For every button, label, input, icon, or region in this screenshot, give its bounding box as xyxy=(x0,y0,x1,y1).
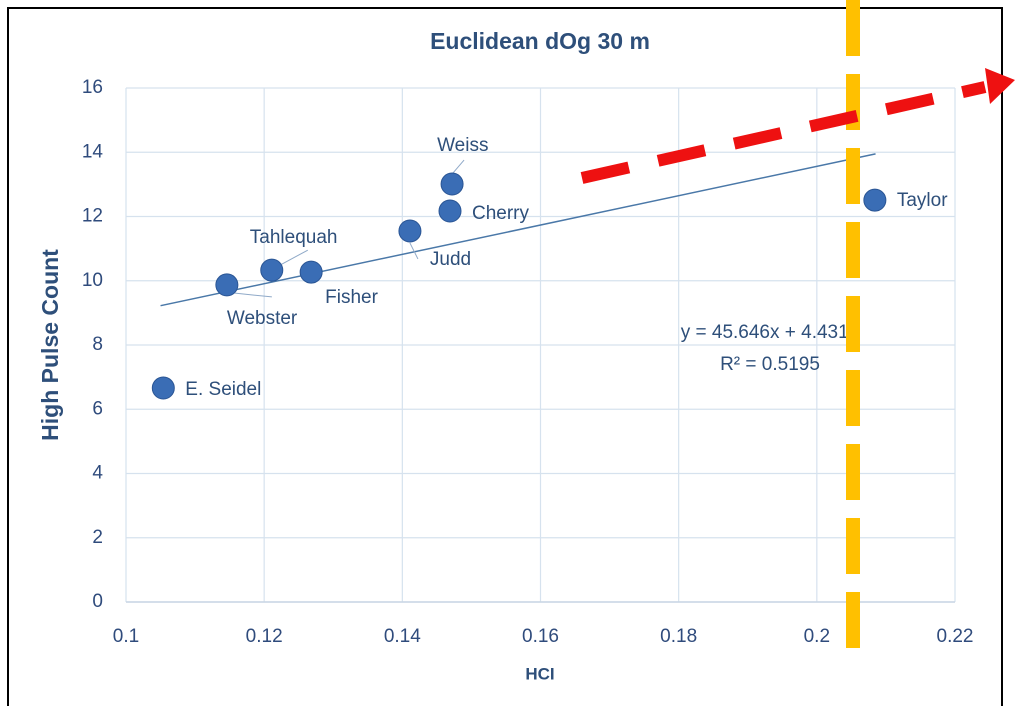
x-axis-label: HCI xyxy=(525,664,554,683)
y-tick-label: 0 xyxy=(92,591,103,612)
leader-line xyxy=(409,242,419,260)
y-tick-label: 2 xyxy=(92,527,103,548)
point-label: Judd xyxy=(430,249,471,270)
y-tick-label: 4 xyxy=(92,463,103,484)
y-tick-label: 10 xyxy=(82,270,103,291)
point-label: Cherry xyxy=(472,203,530,224)
red-arrow-head xyxy=(985,68,1015,104)
red-dashed-arrow xyxy=(580,81,987,184)
leader-line xyxy=(281,249,309,265)
y-tick-label: 8 xyxy=(92,334,103,355)
trendline xyxy=(160,153,876,307)
point-label: E. Seidel xyxy=(185,379,261,400)
y-tick-label: 12 xyxy=(82,206,103,227)
y-axis-label: High Pulse Count xyxy=(37,249,63,441)
y-tick-label: 6 xyxy=(92,398,103,419)
point xyxy=(299,260,323,284)
x-tick-label: 0.16 xyxy=(522,626,559,647)
x-tick-label: 0.12 xyxy=(246,626,283,647)
trend-equation: y = 45.646x + 4.4313 xyxy=(681,322,860,343)
y-tick-label: 14 xyxy=(82,141,104,162)
leader-line xyxy=(232,292,272,298)
x-tick-label: 0.1 xyxy=(113,626,139,647)
x-tick-label: 0.14 xyxy=(384,626,421,647)
point-label: Weiss xyxy=(437,135,488,156)
chart-title: Euclidean dOg 30 m xyxy=(430,28,650,54)
point xyxy=(398,219,422,243)
point-label: Taylor xyxy=(897,190,948,211)
point xyxy=(440,172,464,196)
point-label: Webster xyxy=(227,308,298,329)
point-label: Fisher xyxy=(325,287,378,308)
x-tick-label: 0.18 xyxy=(660,626,697,647)
x-tick-label: 0.22 xyxy=(937,626,974,647)
plot-area: 0 2 4 6 8 10 12 14 16 0.1 0.12 0.14 0.16 0.18 0.2 0.22 E… xyxy=(82,77,974,647)
point xyxy=(260,258,284,282)
leader-line xyxy=(451,159,465,175)
point xyxy=(215,273,239,297)
point xyxy=(863,188,887,212)
point-label: Tahlequah xyxy=(250,227,338,248)
y-tick-label: 16 xyxy=(82,77,103,98)
x-tick-label: 0.2 xyxy=(804,626,830,647)
point xyxy=(438,199,462,223)
trend-r-squared: R² = 0.5195 xyxy=(720,354,820,375)
point xyxy=(151,376,175,400)
